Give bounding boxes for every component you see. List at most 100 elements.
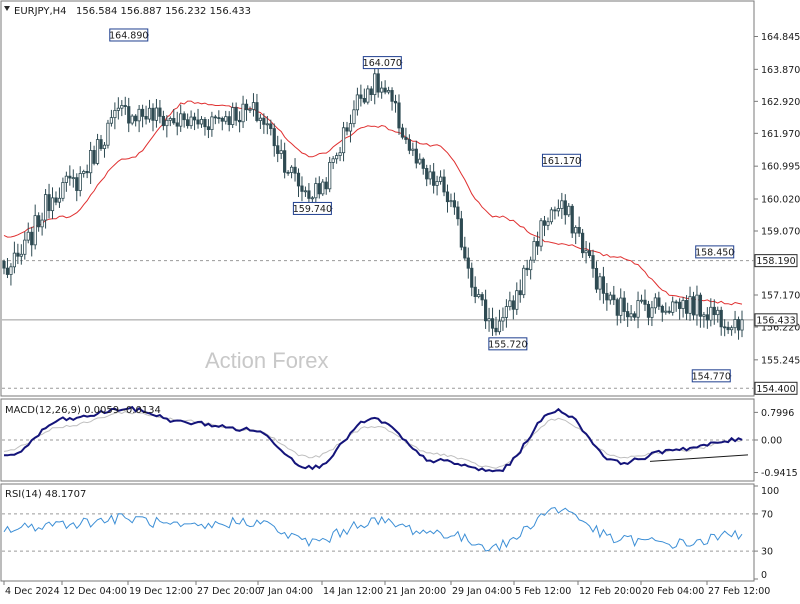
candle-body	[168, 118, 172, 121]
moving-average-line	[3, 100, 743, 306]
candle-body	[217, 117, 221, 119]
candle-body	[265, 123, 269, 126]
candle-body	[684, 300, 689, 314]
candle-body	[615, 299, 619, 316]
candle-body	[629, 313, 633, 318]
candle-body	[16, 252, 20, 257]
header-arrow-icon	[4, 6, 10, 11]
price-tick-label: 159.070	[761, 227, 800, 238]
time-tick-label: 29 Jan 04:00	[452, 586, 512, 597]
time-tick-label: 27 Feb 12:00	[708, 586, 770, 597]
candle-body	[605, 292, 609, 301]
price-level-label: 158.190	[756, 256, 795, 267]
ma-path	[3, 100, 743, 306]
extreme-label-text: 155.720	[488, 339, 527, 350]
extreme-label-box	[488, 337, 528, 351]
time-tick-label: 20 Feb 04:00	[642, 586, 704, 597]
candle-body	[161, 115, 165, 127]
price-candles	[2, 64, 744, 340]
candle-body	[12, 252, 16, 268]
candle-body	[581, 232, 585, 254]
rsi-axis: 100 70 30 0	[754, 485, 779, 581]
candle-body	[341, 127, 346, 154]
candle-body	[248, 108, 252, 111]
candle-body	[99, 139, 103, 149]
candle-body	[477, 294, 481, 298]
candle-body	[522, 267, 526, 296]
candle-body	[71, 177, 75, 180]
candle-body	[553, 209, 557, 212]
candle-body	[518, 290, 522, 296]
candle-body	[213, 116, 217, 119]
candle-body	[386, 90, 391, 93]
candle-body	[296, 172, 301, 187]
candle-body	[345, 127, 349, 132]
rsi-gridlines	[2, 513, 754, 552]
time-tick-label: 14 Jan 12:00	[323, 586, 383, 597]
candle-body	[584, 250, 588, 254]
candle-body	[698, 294, 703, 317]
rsi-line	[3, 506, 743, 552]
candle-body	[740, 319, 744, 331]
macd-tick-label: 0.7996	[761, 408, 794, 419]
candle-body	[251, 102, 256, 110]
candle-body	[730, 327, 734, 331]
candle-body	[61, 182, 65, 199]
extreme-labels: 164.890 159.740 164.070 155.720 161.170 158.4…	[109, 28, 735, 383]
extreme-label-box	[362, 56, 402, 70]
candle-body	[691, 296, 696, 316]
candle-body	[674, 301, 678, 304]
candle-body	[594, 267, 599, 290]
candle-body	[189, 116, 193, 127]
candle-body	[175, 122, 179, 127]
candle-body	[643, 299, 647, 305]
candle-body	[231, 107, 235, 126]
candle-body	[719, 309, 723, 328]
candle-body	[30, 231, 34, 246]
candle-body	[546, 221, 550, 226]
candle-body	[380, 87, 384, 93]
macd-axis: 0.7996 0.00 -0.9415	[754, 408, 798, 479]
candle-body	[324, 181, 328, 190]
candle-body	[591, 255, 595, 269]
candle-body	[238, 119, 242, 123]
candle-body	[511, 300, 515, 310]
candle-body	[179, 113, 183, 127]
candle-body	[317, 183, 321, 195]
candle-body	[37, 215, 41, 228]
candle-body	[428, 171, 432, 180]
candle-body	[574, 227, 578, 234]
candle-body	[276, 145, 280, 154]
candle-body	[456, 206, 460, 220]
candle-body	[466, 257, 470, 269]
price-tick-label: 156.220	[761, 322, 800, 333]
candle-body	[432, 171, 436, 186]
candle-body	[352, 109, 356, 125]
candle-body	[657, 297, 661, 307]
candle-body	[487, 318, 491, 322]
extreme-label-box	[695, 245, 735, 259]
candle-body	[227, 116, 231, 126]
candle-body	[570, 205, 574, 234]
candle-body	[203, 119, 207, 128]
price-level-box	[754, 313, 798, 327]
candle-body	[196, 119, 200, 125]
candle-body	[695, 294, 699, 316]
candle-body	[348, 123, 353, 132]
candle-body	[47, 194, 51, 212]
candle-body	[172, 118, 176, 124]
rsi-tick-label: 0	[761, 570, 767, 581]
candle-body	[258, 117, 262, 121]
candle-body	[40, 219, 44, 228]
price-tick-label: 161.970	[761, 129, 800, 140]
candle-body	[206, 126, 211, 130]
candle-body	[421, 158, 425, 169]
price-axis: 164.845 163.870 162.920 161.970 160.995 160.0…	[754, 32, 800, 395]
candle-body	[716, 309, 720, 316]
extreme-label-box	[109, 28, 149, 42]
candle-body	[709, 306, 713, 321]
chart-header: EURJPY,H4 156.584 156.887 156.232 156.43…	[4, 6, 251, 17]
candle-body	[560, 200, 564, 209]
candle-body	[244, 103, 249, 111]
candle-body	[366, 88, 370, 103]
